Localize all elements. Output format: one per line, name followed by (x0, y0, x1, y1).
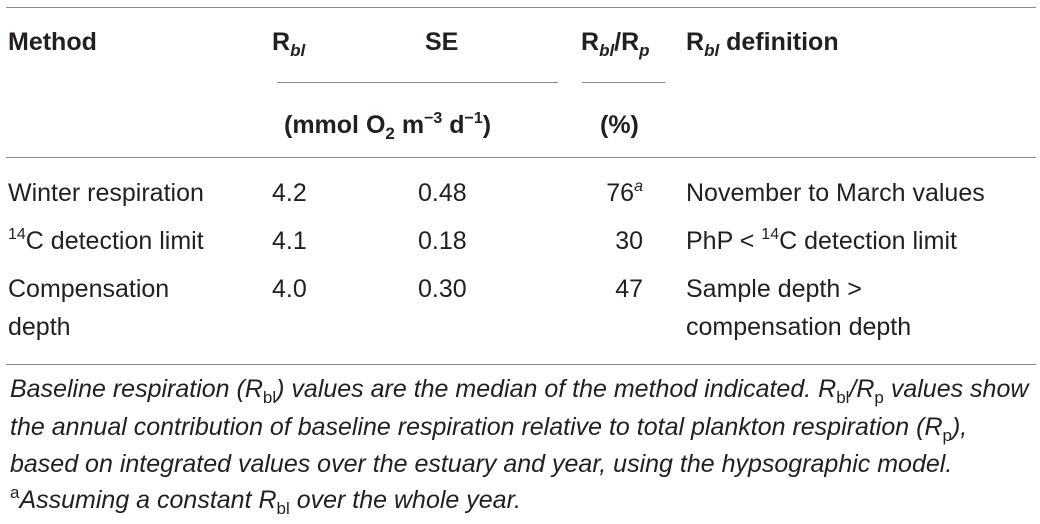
row1-definition: November to March values (686, 179, 985, 207)
table-footnote: Baseline respiration (Rbl) values are th… (10, 375, 1029, 518)
row1-rbl: 4.2 (272, 179, 307, 207)
row1-ratio: 76a (606, 178, 643, 207)
table-top-rule (6, 7, 1036, 8)
header-span-rule-values (277, 82, 558, 83)
header-span-rule-ratio (582, 82, 665, 83)
row2-ratio: 30 (615, 227, 643, 255)
row3-ratio: 47 (615, 275, 643, 303)
row1-se: 0.48 (418, 179, 467, 207)
header-se: SE (425, 28, 459, 56)
header-units: (mmol O2 m−3 d−1) (284, 110, 492, 143)
header-bottom-rule (6, 157, 1036, 158)
row2-method: 14C detection limit (8, 226, 204, 255)
header-method: Method (8, 28, 97, 56)
row3-se: 0.30 (418, 275, 467, 303)
header-rbl: Rbl (272, 28, 306, 60)
header-ratio: Rbl/Rp (581, 28, 650, 60)
header-percent: (%) (600, 111, 639, 139)
row2-rbl: 4.1 (272, 227, 307, 255)
row3-method-line2: depth (8, 313, 71, 341)
row3-definition-line2: compensation depth (686, 313, 912, 341)
row3-definition-line1: Sample depth > (686, 275, 862, 303)
row3-method-line1: Compensation (8, 275, 170, 303)
header-definition: Rbl definition (686, 28, 839, 60)
row2-definition: PhP < 14C detection limit (686, 226, 957, 255)
row1-method: Winter respiration (8, 179, 204, 207)
row3-rbl: 4.0 (272, 275, 307, 303)
row2-se: 0.18 (418, 227, 467, 255)
table-bottom-rule (6, 364, 1036, 365)
